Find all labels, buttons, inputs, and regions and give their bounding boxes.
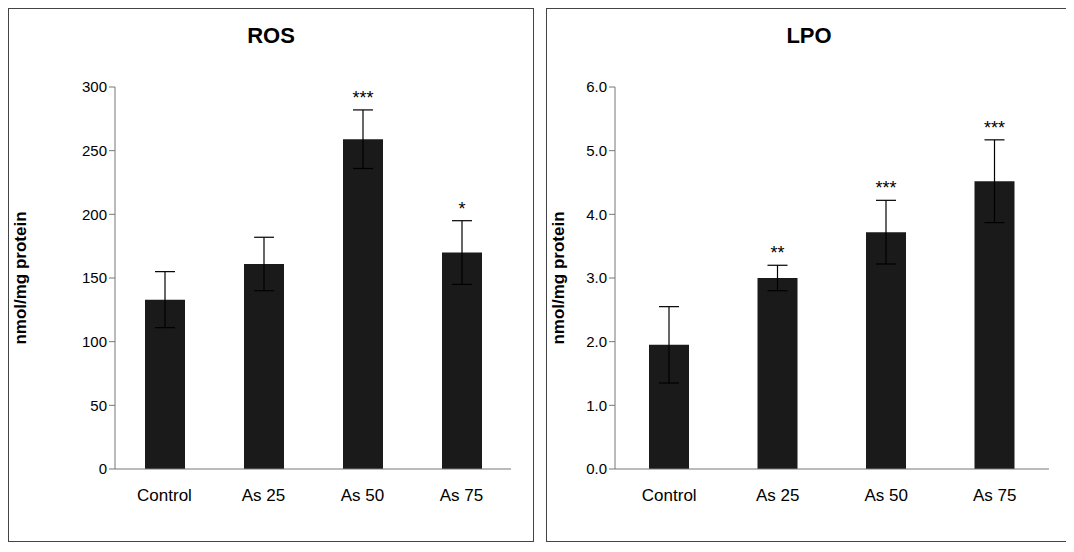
svg-text:200: 200	[82, 206, 107, 223]
svg-text:As 25: As 25	[756, 486, 799, 505]
svg-text:150: 150	[82, 269, 107, 286]
svg-text:*: *	[458, 199, 465, 219]
svg-text:**: **	[770, 243, 784, 263]
svg-text:As 50: As 50	[865, 486, 908, 505]
svg-text:As 25: As 25	[242, 486, 285, 505]
svg-text:100: 100	[82, 333, 107, 350]
svg-text:As 50: As 50	[341, 486, 384, 505]
svg-text:nmol/mg protein: nmol/mg protein	[549, 211, 568, 344]
svg-text:***: ***	[984, 118, 1005, 138]
svg-text:2.0: 2.0	[586, 333, 607, 350]
svg-text:5.0: 5.0	[586, 142, 607, 159]
svg-text:nmol/mg protein: nmol/mg protein	[11, 211, 30, 344]
html-text:ROS: ROS	[247, 23, 295, 48]
svg-text:50: 50	[90, 397, 107, 414]
svg-text:6.0: 6.0	[586, 78, 607, 95]
svg-text:***: ***	[352, 88, 373, 108]
svg-text:Control: Control	[642, 486, 697, 505]
svg-text:4.0: 4.0	[586, 206, 607, 223]
svg-text:***: ***	[875, 178, 896, 198]
svg-text:As 75: As 75	[973, 486, 1016, 505]
html-text:LPO: LPO	[786, 23, 832, 48]
svg-text:Control: Control	[137, 486, 192, 505]
svg-text:3.0: 3.0	[586, 269, 607, 286]
svg-text:As 75: As 75	[440, 486, 483, 505]
svg-text:250: 250	[82, 142, 107, 159]
svg-text:0: 0	[99, 460, 107, 477]
svg-text:1.0: 1.0	[586, 397, 607, 414]
svg-text:0.0: 0.0	[586, 460, 607, 477]
svg-text:300: 300	[82, 78, 107, 95]
